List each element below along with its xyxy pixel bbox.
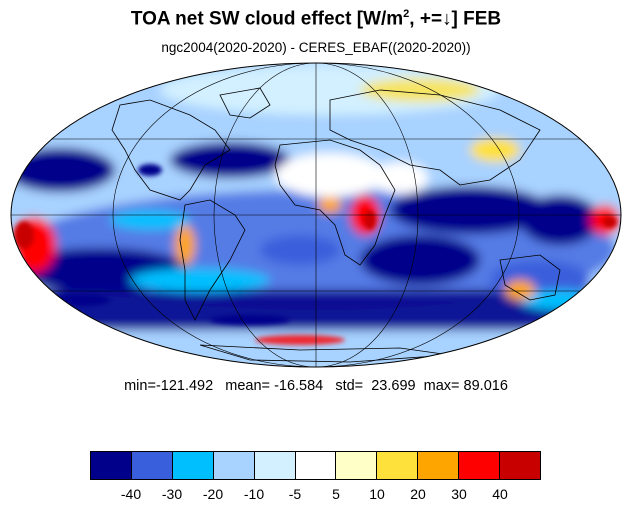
colorbar-swatch — [91, 452, 132, 479]
colorbar-tick-label: -5 — [288, 486, 302, 502]
max-value: 89.016 — [463, 378, 508, 394]
colorbar-tick-label: 5 — [332, 486, 340, 502]
colorbar-swatch — [418, 452, 460, 479]
min-value: -121.492 — [155, 378, 214, 394]
colorbar-tick-label: -30 — [161, 486, 183, 502]
title-tail: , +=↓] FEB — [409, 8, 502, 30]
colorbar-swatch — [377, 452, 419, 479]
colorbar-tick-label: -40 — [120, 486, 142, 502]
plot-subtitle: ngc2004(2020-2020) - CERES_EBAF((2020-20… — [161, 40, 471, 55]
min-label: min= — [124, 378, 156, 394]
graticule — [11, 63, 621, 367]
colorbar-tick-label: 40 — [492, 486, 508, 502]
mean-label: mean= — [225, 378, 271, 394]
std-label: std= — [335, 378, 364, 394]
colorbar-swatch — [254, 452, 296, 479]
plot-title: TOA net SW cloud effect [W/m2, +=↓] FEB — [0, 8, 632, 30]
statistics-line: min=-121.492 mean= -16.584 std= 23.699 m… — [0, 378, 632, 394]
mean-value: -16.584 — [274, 378, 324, 394]
colorbar-swatch — [336, 452, 378, 479]
colorbar-tick-label: 20 — [410, 486, 426, 502]
colorbar-tick-label: 30 — [451, 486, 467, 502]
colorbar-tick-label: 10 — [369, 486, 385, 502]
colorbar-swatch — [500, 452, 540, 479]
colorbar-swatch — [213, 452, 255, 479]
colorbar-swatch — [172, 452, 214, 479]
coastlines — [111, 87, 561, 363]
colorbar-swatch — [459, 452, 501, 479]
colorbar-swatch — [295, 452, 337, 479]
title-superscript: 2 — [403, 8, 410, 20]
title-main: TOA net SW cloud effect [W/m — [130, 8, 404, 30]
colorbar-tick-label: -10 — [243, 486, 265, 502]
colorbar — [90, 451, 541, 480]
std-value: 23.699 — [371, 378, 416, 394]
max-label: max= — [423, 378, 460, 394]
globe-outline — [10, 62, 622, 368]
world-map — [10, 62, 622, 368]
colorbar-tick-label: -20 — [202, 486, 224, 502]
colorbar-swatch — [131, 452, 173, 479]
